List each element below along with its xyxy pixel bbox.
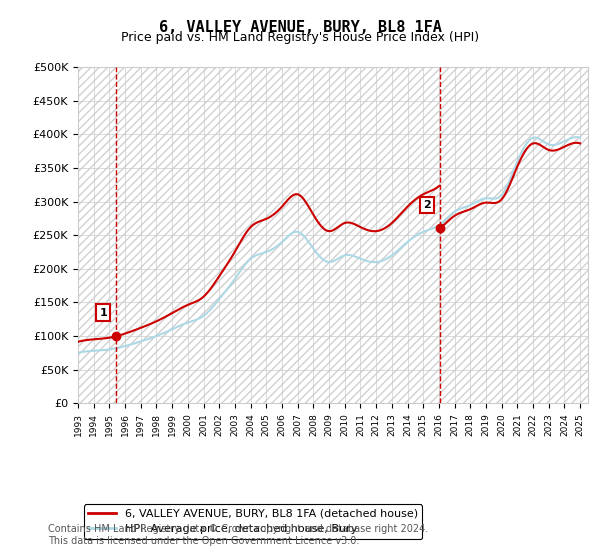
Text: 1: 1 (99, 308, 107, 318)
Text: 6, VALLEY AVENUE, BURY, BL8 1FA: 6, VALLEY AVENUE, BURY, BL8 1FA (158, 20, 442, 35)
Text: Contains HM Land Registry data © Crown copyright and database right 2024.
This d: Contains HM Land Registry data © Crown c… (48, 524, 428, 546)
Text: Price paid vs. HM Land Registry's House Price Index (HPI): Price paid vs. HM Land Registry's House … (121, 31, 479, 44)
Legend: 6, VALLEY AVENUE, BURY, BL8 1FA (detached house), HPI: Average price, detached h: 6, VALLEY AVENUE, BURY, BL8 1FA (detache… (83, 505, 422, 539)
Text: 2: 2 (423, 200, 431, 210)
